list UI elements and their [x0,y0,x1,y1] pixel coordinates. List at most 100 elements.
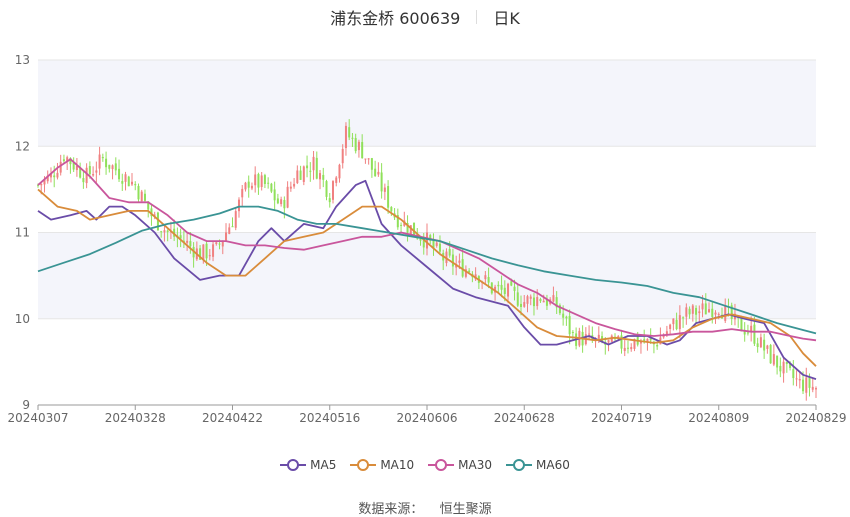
candle-body [805,377,808,393]
candle-body [221,240,224,247]
legend-marker-icon [350,459,377,471]
legend-item-ma60[interactable]: MA60 [506,458,570,472]
candle-body [789,362,792,368]
candle-body [685,307,688,317]
candle-body [143,193,146,201]
candle-body [374,168,377,177]
candle-body [114,163,117,171]
candle-body [695,307,698,315]
candle-body [714,312,717,315]
candle-body [675,319,678,330]
candle-body [150,208,153,217]
candle-body [656,344,659,347]
candle-body [400,224,403,226]
candle-body [753,324,756,344]
candle-body [328,198,331,203]
candle-body [516,292,519,306]
candle-body [510,281,513,286]
candle-body [500,284,503,290]
candle-body [409,225,412,236]
candle-body [364,158,367,160]
title-divider [476,10,478,24]
candle-body [341,148,344,164]
candle-body [228,227,231,234]
candle-body [565,316,568,319]
candle-body [335,177,338,183]
candle-body [633,338,636,349]
candle-body [82,178,85,183]
x-tick-label: 20240307 [7,411,68,425]
candle-body [263,175,266,184]
candle-body [134,184,137,186]
candle-body [354,138,357,152]
candle-body [118,168,121,180]
candle-body [802,379,805,392]
candle-body [260,175,263,188]
candle-body [189,241,192,247]
candle-body [121,181,124,184]
candle-body [432,239,435,248]
candle-body [225,232,228,241]
candle-body [105,158,108,168]
candle-body [396,215,399,228]
candle-body [98,154,101,169]
candle-body [270,183,273,192]
candle-body [79,167,82,178]
candle-body [536,297,539,307]
candle-body [357,141,360,151]
candle-body [811,386,814,390]
candle-body [108,164,111,169]
candle-body [562,313,565,318]
candle-body [202,244,205,260]
candle-body [361,142,364,159]
legend-item-ma30[interactable]: MA30 [428,458,492,472]
candle-body [520,303,523,307]
x-tick-label: 20240516 [299,411,360,425]
candle-body [542,300,545,303]
candle-body [140,191,143,202]
legend-label: MA30 [458,458,493,472]
data-source: 数据来源： 恒生聚源 [0,498,850,517]
candle-body [163,230,166,233]
candle-body [503,287,506,294]
candle-body [688,308,691,315]
candle-body [137,185,140,200]
x-tick-label: 20240606 [396,411,457,425]
chart-title: 浦东金桥 600639 [330,9,461,28]
candle-body [782,361,785,374]
candle-body [630,347,633,350]
candle-body [526,296,529,304]
candle-body [711,308,714,317]
chart-header: 浦东金桥 600639 日K [0,6,850,28]
candle-body [662,335,665,338]
candle-body [435,242,438,246]
candle-body [425,232,429,249]
candle-body [338,164,341,179]
candle-body [708,309,711,313]
x-tick-label: 20240328 [105,411,166,425]
y-tick-label: 10 [15,312,30,326]
candle-body [95,170,98,173]
period-label[interactable]: 日K [493,9,520,28]
candle-body [237,199,240,212]
y-tick-label: 9 [22,398,30,412]
candle-body [390,207,393,212]
legend-item-ma10[interactable]: MA10 [350,458,414,472]
candle-body [458,260,461,263]
candle-body [588,333,591,335]
legend-item-ma5[interactable]: MA5 [280,458,336,472]
candle-body [325,181,328,197]
candle-body [315,157,318,179]
candle-body [53,175,56,178]
candle-body [704,303,707,315]
candle-body [639,341,642,344]
candle-body [568,316,571,335]
candle-body [552,295,555,302]
candle-body [785,361,788,364]
ma60-line [37,205,817,335]
candle-body [166,230,169,232]
candle-body [85,167,88,184]
candle-body [383,187,386,192]
x-tick-label: 20240829 [785,411,846,425]
candle-body [523,302,526,307]
